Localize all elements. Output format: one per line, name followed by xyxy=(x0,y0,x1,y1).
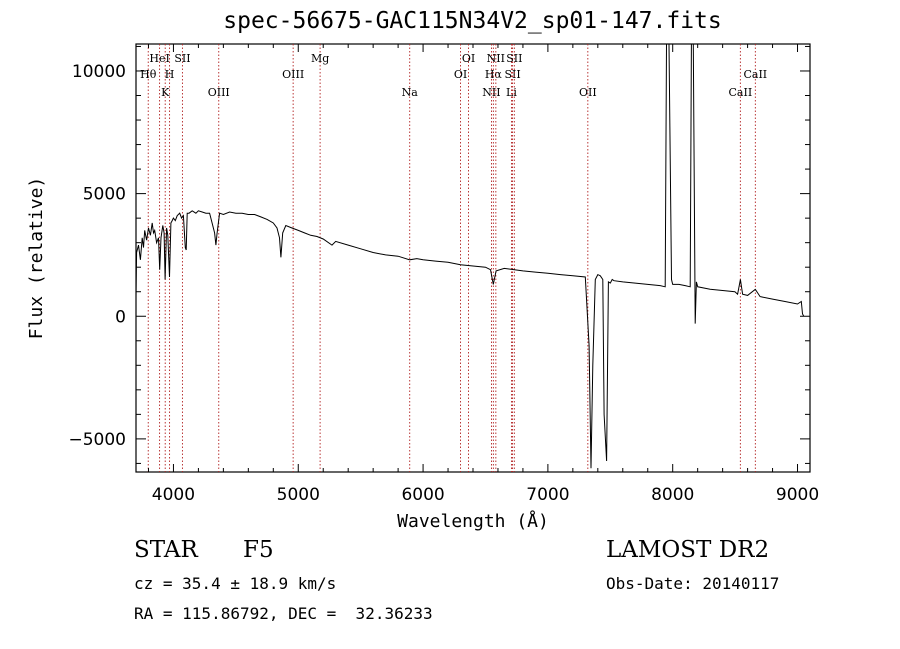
plot-frame xyxy=(135,43,811,473)
x-tick-label: 7000 xyxy=(526,485,569,505)
x-tick-label: 6000 xyxy=(401,485,444,505)
line-marker-label: Hθ xyxy=(140,68,157,81)
x-axis: 4000 5000 6000 7000 8000 9000 xyxy=(147,44,819,505)
coordinates-readout: RA = 115.86792, DEC = 32.36233 xyxy=(134,604,433,623)
survey-name: LAMOST DR2 xyxy=(606,537,770,563)
x-tick-label: 4000 xyxy=(152,485,195,505)
x-tick-label: 5000 xyxy=(277,485,320,505)
line-marker-label: OI xyxy=(462,52,475,65)
y-axis-label: Flux (relative) xyxy=(26,177,47,340)
line-marker-label: SII xyxy=(504,68,520,81)
object-subclass: F5 xyxy=(243,537,274,563)
line-marker-label: NII xyxy=(487,52,505,65)
line-marker-label: OIII xyxy=(282,68,304,81)
y-tick-label: −5000 xyxy=(68,430,126,450)
line-marker-label: Mg xyxy=(311,52,329,65)
line-marker-label: CaII xyxy=(729,86,753,99)
line-marker-label: SII xyxy=(174,52,190,65)
line-marker-label: OII xyxy=(579,86,597,99)
line-markers: Hθ HeI KH SII OIII OIII Mg Na OI OI NII Hα NII Li SII S… xyxy=(140,44,767,472)
line-marker-label: CaII xyxy=(743,68,767,81)
y-tick-label: 5000 xyxy=(83,185,126,205)
x-tick-label: 9000 xyxy=(776,485,819,505)
y-axis: −5000 0 5000 10000 xyxy=(68,45,810,464)
line-marker-label: HeI xyxy=(149,52,169,65)
x-axis-label: Wavelength (Å) xyxy=(397,510,549,532)
line-marker-label: H xyxy=(165,68,175,81)
line-marker-label: OI xyxy=(454,68,467,81)
line-marker-label: SII xyxy=(506,52,522,65)
chart-title: spec-56675-GAC115N34V2_sp01-147.fits xyxy=(223,8,722,34)
line-marker-label: Hα xyxy=(485,68,503,81)
redshift-readout: cz = 35.4 ± 18.9 km/s xyxy=(134,574,337,593)
line-marker-label: OIII xyxy=(208,86,230,99)
object-class: STAR xyxy=(134,537,198,563)
y-tick-label: 0 xyxy=(115,307,126,327)
line-marker-label: K xyxy=(161,86,170,99)
y-tick-label: 10000 xyxy=(72,62,126,82)
spectrum-line xyxy=(135,43,805,469)
observation-date: Obs-Date: 20140117 xyxy=(606,574,780,593)
line-marker-label: NII xyxy=(482,86,500,99)
line-marker-label: Na xyxy=(402,86,419,99)
x-tick-label: 8000 xyxy=(651,485,694,505)
line-marker-label: Li xyxy=(506,86,517,99)
